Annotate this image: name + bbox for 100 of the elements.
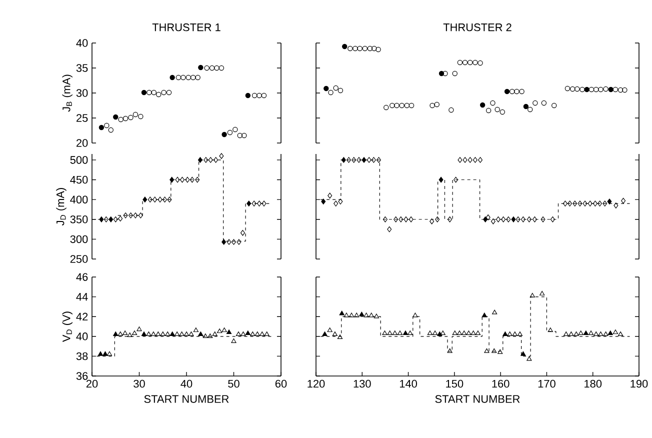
point <box>190 74 196 80</box>
point <box>254 332 260 336</box>
point <box>568 200 572 206</box>
point <box>333 85 338 91</box>
point <box>236 239 242 245</box>
point <box>516 216 520 222</box>
point <box>321 198 326 204</box>
point <box>334 200 338 206</box>
point <box>494 106 500 112</box>
point <box>483 216 488 222</box>
y-tick-label: 36 <box>76 372 88 380</box>
point <box>468 60 473 66</box>
x-tick-label: 160 <box>492 380 510 388</box>
point <box>146 332 152 336</box>
point <box>602 200 608 206</box>
point <box>356 157 362 163</box>
point <box>368 312 374 318</box>
y-tick-label: 450 <box>70 176 88 184</box>
point <box>614 202 618 208</box>
point <box>472 60 478 66</box>
point <box>218 65 224 71</box>
point <box>552 102 557 108</box>
point <box>338 88 344 94</box>
point <box>151 90 156 96</box>
point <box>162 196 168 202</box>
point <box>540 216 546 222</box>
point <box>462 157 468 163</box>
x-tick-label: 140 <box>400 380 417 388</box>
y-axis-title: J$_{D}$ (mA) <box>56 188 66 226</box>
point <box>490 218 496 224</box>
point <box>141 90 147 96</box>
point <box>118 116 124 122</box>
point <box>204 65 210 71</box>
point <box>348 312 354 318</box>
point <box>104 122 110 128</box>
y-tick-label: 20 <box>76 139 88 147</box>
point <box>528 106 533 112</box>
point <box>517 332 522 336</box>
point <box>226 239 232 245</box>
point <box>108 216 114 222</box>
point <box>366 157 372 163</box>
point <box>327 328 332 332</box>
point <box>588 330 594 336</box>
point <box>142 196 148 202</box>
x-tick-label: 30 <box>134 380 145 388</box>
point <box>622 87 628 93</box>
point <box>202 334 208 338</box>
point <box>490 100 496 106</box>
point <box>472 157 478 163</box>
y-tick-label: 300 <box>70 235 88 244</box>
point <box>198 157 202 163</box>
point <box>357 46 362 52</box>
point <box>598 200 602 206</box>
point <box>621 198 626 204</box>
point <box>598 332 604 336</box>
point <box>264 332 270 336</box>
point <box>408 102 414 108</box>
point <box>408 330 413 336</box>
y-tick-label: 38 <box>76 352 88 360</box>
point <box>141 332 147 336</box>
point <box>412 312 418 318</box>
point <box>257 200 262 206</box>
point <box>176 74 182 80</box>
point <box>588 86 594 92</box>
point <box>404 102 410 108</box>
point <box>372 46 377 52</box>
point <box>352 46 358 52</box>
point <box>252 200 256 206</box>
point <box>364 312 369 318</box>
point <box>612 330 618 334</box>
point <box>607 198 612 204</box>
point <box>452 70 458 76</box>
x-axis-title: START NUMBER <box>435 395 520 403</box>
point <box>578 330 584 336</box>
y-tick-label: 400 <box>70 196 88 204</box>
x-tick-label: 130 <box>354 380 371 388</box>
y-tick-label: 46 <box>76 273 88 281</box>
point <box>208 334 213 338</box>
point <box>136 326 142 332</box>
point <box>240 332 246 336</box>
point <box>222 328 227 332</box>
point <box>612 86 618 92</box>
point <box>344 312 350 318</box>
point <box>332 332 338 336</box>
point <box>452 330 458 336</box>
point <box>583 330 588 336</box>
point <box>468 157 472 163</box>
point <box>462 60 468 66</box>
point <box>118 332 123 336</box>
point <box>482 312 487 318</box>
point <box>594 332 599 336</box>
point <box>193 328 198 332</box>
point <box>506 216 511 222</box>
point <box>532 216 537 222</box>
y-tick-label: 30 <box>76 89 88 97</box>
point <box>195 74 200 80</box>
point <box>520 216 526 222</box>
point <box>99 216 104 222</box>
point <box>246 200 252 206</box>
point <box>160 332 166 336</box>
